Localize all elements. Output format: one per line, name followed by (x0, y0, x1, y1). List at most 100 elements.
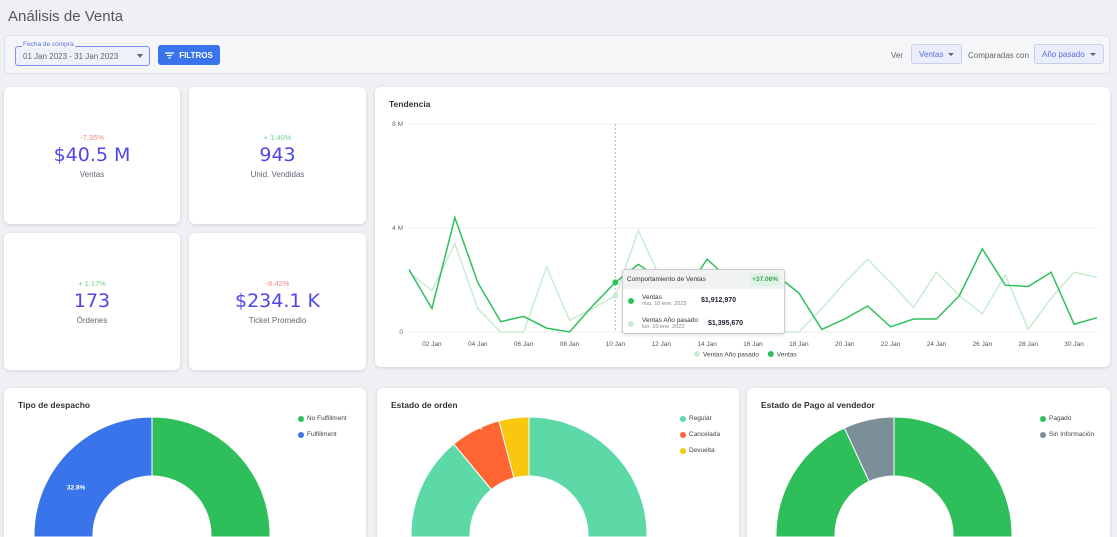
x-tick-label: 26 Jan (973, 341, 993, 348)
legend-dot-icon (680, 431, 686, 438)
donut-slice (498, 416, 530, 479)
x-tick-label: 12 Jan (652, 341, 672, 348)
slice-label: 4.1% (506, 412, 521, 419)
donut-legend: Regular Cancelada Devuelta (680, 415, 720, 463)
tooltip-pct: +37.06% (750, 273, 780, 286)
donut-chart: 32.8% (33, 416, 271, 537)
date-range-value: 01 Jan 2023 - 31 Jan 2023 (23, 52, 119, 61)
kpi-value: 173 (73, 289, 111, 312)
y-tick-label: 8 M (392, 121, 403, 128)
slice-label: 6.9% (467, 425, 482, 432)
donut-slice (843, 416, 895, 483)
legend-label: Ventas (777, 352, 798, 359)
donut-chart: 6.9% (775, 414, 1013, 537)
kpi-label: Ticket Promedio (248, 315, 307, 325)
kpi-value: 943 (259, 143, 296, 166)
x-tick-label: 16 Jan (743, 341, 763, 348)
page-title: Análisis de Venta (8, 8, 124, 25)
legend-dot-icon (680, 447, 686, 454)
tooltip-series-value: $1,912,970 (701, 297, 737, 304)
donut-chart: 6.9% 4.1% (410, 412, 648, 537)
x-tick-label: 02 Jan (422, 341, 442, 348)
kpi-label: Unid. Vendidas (250, 169, 305, 179)
view-select[interactable]: Ventas (911, 44, 963, 64)
y-tick-label: 4 M (392, 225, 403, 232)
x-tick-label: 14 Jan (697, 341, 717, 348)
chart-tooltip: Comportamiento de Ventas +37.06% Ventas ma… (622, 269, 785, 334)
trend-title: Tendencia (389, 99, 431, 109)
date-range-field[interactable]: Fecha de compra 01 Jan 2023 - 31 Jan 202… (15, 41, 150, 66)
kpi-change: -7.35% (80, 132, 104, 142)
ventas-ano-pasado-dot-icon (628, 320, 634, 327)
hover-point (612, 279, 619, 286)
compare-select-value: Año pasado (1042, 49, 1085, 59)
legend-item[interactable]: Fulfillment (298, 431, 347, 438)
donut-title: Estado de orden (391, 400, 458, 410)
kpi-change: -8.42% (265, 278, 290, 288)
kpi-value: $234.1 K (235, 289, 320, 312)
legend-dot-icon (298, 431, 304, 438)
filter-icon (165, 51, 175, 59)
view-select-value: Ventas (919, 49, 944, 59)
x-tick-label: 10 Jan (606, 341, 626, 348)
x-tick-label: 24 Jan (927, 341, 947, 348)
kpi-label: Órdenes (76, 315, 108, 325)
legend-dot-icon (1040, 415, 1046, 422)
view-label: Ver (891, 51, 904, 60)
donut-slice (410, 416, 648, 537)
legend-label: Fulfillment (307, 431, 337, 438)
legend-label: Ventas Año pasado (703, 352, 759, 359)
tooltip-title: Comportamiento de Ventas (627, 276, 706, 283)
legend-dot-icon (767, 351, 774, 357)
kpi-change: + 1.40% (263, 132, 292, 142)
x-tick-label: 18 Jan (789, 341, 809, 348)
slice-label: 6.9% (861, 414, 876, 421)
filter-bar: Fecha de compra 01 Jan 2023 - 31 Jan 202… (4, 35, 1110, 74)
chevron-down-icon (948, 52, 955, 56)
x-tick-label: 30 Jan (1064, 341, 1084, 348)
compare-label: Comparadas con (968, 51, 1029, 60)
legend-dot-icon (694, 351, 700, 357)
donut-card-estado-pago: 6.9% Estado de Pago al vendedor Pagado S… (747, 388, 1110, 537)
kpi-change: + 1.17% (78, 278, 106, 288)
legend-label: Devuelta (689, 447, 715, 454)
donut-card-despacho: 32.8% Tipo de despacho No Fulfillment Fu… (4, 388, 366, 537)
legend-item[interactable]: Regular (680, 415, 720, 422)
x-tick-label: 08 Jan (560, 341, 580, 348)
donut-slice (775, 416, 1013, 537)
legend-item[interactable]: No Fulfillment (298, 415, 347, 422)
kpi-ventas: -7.35% $40.5 M Ventas (4, 87, 180, 224)
kpi-unidades: + 1.40% 943 Unid. Vendidas (189, 87, 366, 224)
donut-legend: Pagado Sin Información (1040, 415, 1094, 447)
legend-label: No Fulfillment (307, 415, 347, 422)
legend-item[interactable]: Cancelada (680, 431, 720, 438)
x-tick-label: 22 Jan (881, 341, 901, 348)
x-tick-label: 28 Jan (1018, 341, 1038, 348)
legend-dot-icon (298, 415, 304, 422)
legend-item[interactable]: Devuelta (680, 447, 720, 454)
donut-card-estado-orden: 6.9% 4.1% Estado de orden Regular Cancela… (377, 388, 739, 537)
chevron-down-icon (1089, 52, 1096, 56)
legend-dot-icon (680, 415, 686, 422)
compare-select[interactable]: Año pasado (1034, 44, 1104, 64)
legend-label: Cancelada (689, 431, 721, 438)
donut-title: Estado de Pago al vendedor (761, 400, 875, 410)
tooltip-series-name: Ventas (642, 294, 662, 301)
y-tick-label: 0 (399, 329, 403, 336)
kpi-ticket: -8.42% $234.1 K Ticket Promedio (189, 233, 366, 370)
slice-label: 32.8% (67, 484, 86, 491)
ventas-dot-icon (628, 297, 634, 304)
x-tick-label: 20 Jan (835, 341, 855, 348)
hover-point (612, 292, 619, 299)
legend-item[interactable]: Sin Información (1040, 431, 1094, 438)
kpi-ordenes: + 1.17% 173 Órdenes (4, 233, 180, 370)
tooltip-series-date: lun. 10 ene. 2022 (642, 324, 685, 330)
filters-button-label: FILTROS (179, 50, 213, 60)
legend-item[interactable]: Pagado (1040, 415, 1094, 422)
kpi-value: $40.5 M (53, 143, 131, 166)
filters-button[interactable]: FILTROS (158, 45, 220, 65)
kpi-label: Ventas (79, 169, 105, 179)
tooltip-series-value: $1,395,670 (708, 320, 744, 327)
legend-label: Regular (689, 415, 712, 422)
date-range-label: Fecha de compra (22, 41, 75, 48)
